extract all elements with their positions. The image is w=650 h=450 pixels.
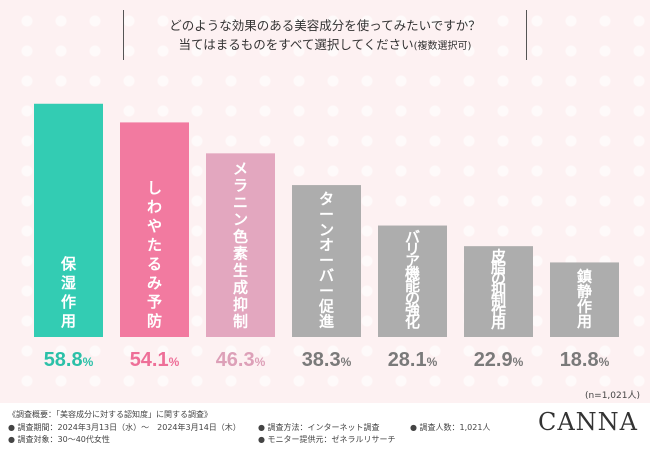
bar-2 [120,122,189,337]
bar-category-label: 鎮静作用 [577,267,592,330]
title-line2-note: (複数選択可) [413,41,472,52]
value-label: 58.8% [44,349,94,371]
value-label: 18.8% [560,349,610,371]
value-label: 38.3% [302,349,352,371]
survey-title: 《調査概要：「美容成分に対する認知度」に関する調査》 [8,410,212,419]
survey-footer: 《調査概要：「美容成分に対する認知度」に関する調査》 ● 調査期間：2024年3… [0,403,650,450]
title-line1: どのような効果のある美容成分を使ってみたいですか？ [169,18,481,33]
survey-period: ● 調査期間：2024年3月13日（水）～ 2024年3月14日（木） [8,423,241,432]
bar-category-label: バリア機能の強化 [405,228,420,331]
bar-category-label: 保湿作用 [60,255,77,330]
bar-4 [292,185,361,337]
question-title: どのような効果のある美容成分を使ってみたいですか？ 当てはまるものをすべて選択し… [123,10,527,60]
value-label: 22.9% [474,349,524,371]
bar-6 [464,246,533,337]
survey-provider: ● モニター提供元：ゼネラルリサーチ [258,435,396,444]
bar-category-label: ターンオーバー促進 [318,190,335,331]
canna-logo: CANNA [537,408,638,436]
bar-category-label: 皮脂の抑制作用 [491,247,506,331]
sample-size-label: (n=1,021人) [584,391,640,401]
title-line2: 当てはまるものをすべて選択してください(複数選択可) [124,35,526,56]
survey-count: ● 調査人数：1,021人 [410,423,491,432]
value-label: 54.1% [130,349,180,371]
bar-chart: 保湿作用 58.8% しわやたるみ予防 54.1% メラニン色素生成抑制 46.3% ターン… [34,103,619,371]
value-label: 28.1% [388,349,438,371]
bar-3 [206,153,275,337]
title-line2-main: 当てはまるものをすべて選択してください [178,37,414,52]
bar-1 [34,103,103,337]
bar-7 [550,262,619,337]
bar-category-label: しわやたるみ予防 [147,179,162,330]
survey-target: ● 調査対象：30～40代女性 [8,435,110,444]
bar-5 [378,225,447,337]
survey-method: ● 調査方法：インターネット調査 [258,423,380,432]
value-label: 46.3% [216,349,266,371]
bar-category-label: メラニン色素生成抑制 [233,160,248,331]
